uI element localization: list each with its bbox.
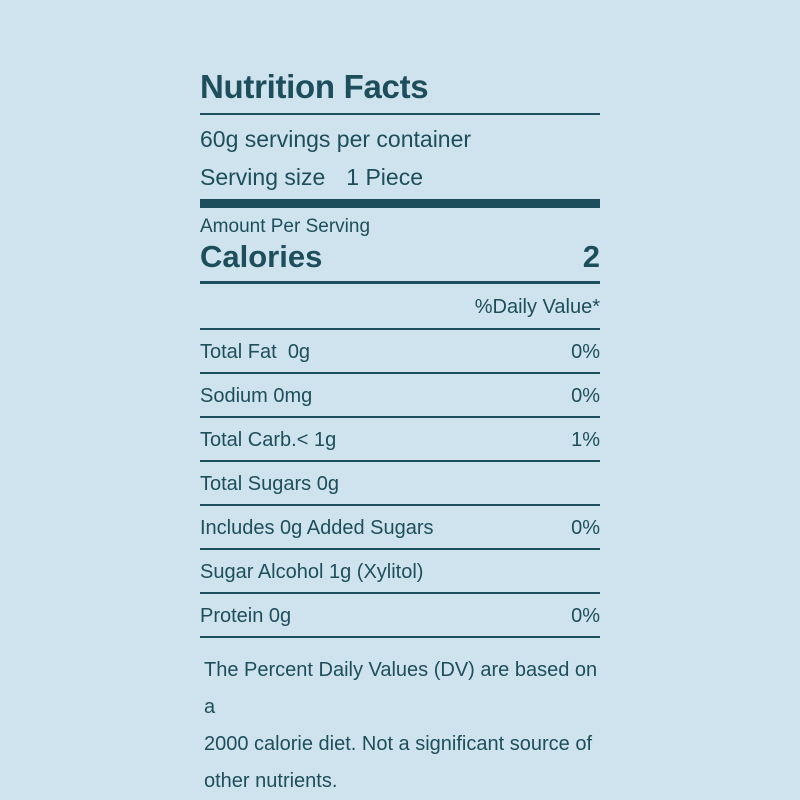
- nutrient-row: Total Sugars 0g: [200, 462, 600, 506]
- serving-size-value: 1 Piece: [346, 164, 423, 190]
- nutrient-name: Sodium 0mg: [200, 385, 313, 407]
- nutrient-name: Protein 0g: [200, 605, 292, 627]
- serving-size-row: Serving size 1 Piece: [200, 166, 600, 189]
- title-divider: [200, 113, 600, 115]
- daily-value-header: %Daily Value*: [200, 284, 600, 330]
- nutrient-name: Total Fat 0g: [200, 341, 311, 363]
- nutrient-name: Total Sugars 0g: [200, 473, 339, 495]
- nutrient-daily-value: 0%: [571, 605, 600, 627]
- amount-per-serving-label: Amount Per Serving: [200, 216, 371, 237]
- nutrient-row: Total Carb.< 1g 1%: [200, 418, 600, 462]
- footnote-line-1: The Percent Daily Values (DV) are based …: [204, 659, 598, 718]
- nutrient-row: Protein 0g 0%: [200, 594, 600, 638]
- nutrient-daily-value: 0%: [571, 385, 600, 407]
- nutrient-daily-value: 0%: [571, 517, 600, 539]
- footnote-line-2: 2000 calorie diet. Not a significant sou…: [204, 733, 592, 755]
- calories-value: 2: [582, 239, 600, 274]
- label-title: Nutrition Facts: [200, 68, 429, 105]
- calories-label: Calories: [200, 239, 323, 274]
- footnote-line-3: other nutrients.: [204, 770, 338, 792]
- nutrient-name: Sugar Alcohol 1g (Xylitol): [200, 561, 424, 583]
- nutrient-row: Sugar Alcohol 1g (Xylitol): [200, 550, 600, 594]
- servings-per-container: 60g servings per container: [200, 126, 472, 152]
- section-divider-thick: [200, 199, 600, 208]
- calories-divider: [200, 281, 600, 284]
- nutrient-name: Total Carb.< 1g: [200, 429, 337, 451]
- nutrient-daily-value: 1%: [571, 429, 600, 451]
- calories-row: Calories 2: [200, 241, 600, 272]
- nutrition-facts-label: Nutrition Facts 60g servings per contain…: [200, 70, 600, 800]
- nutrient-rows: Total Fat 0g 0% Sodium 0mg 0% Total Carb…: [200, 330, 600, 638]
- footnote: The Percent Daily Values (DV) are based …: [200, 652, 600, 800]
- nutrient-row: Total Fat 0g 0%: [200, 330, 600, 374]
- nutrient-daily-value: 0%: [571, 341, 600, 363]
- nutrient-name: Includes 0g Added Sugars: [200, 517, 434, 539]
- serving-size-label: Serving size: [200, 164, 326, 190]
- nutrient-row: Sodium 0mg 0%: [200, 374, 600, 418]
- nutrient-row: Includes 0g Added Sugars 0%: [200, 506, 600, 550]
